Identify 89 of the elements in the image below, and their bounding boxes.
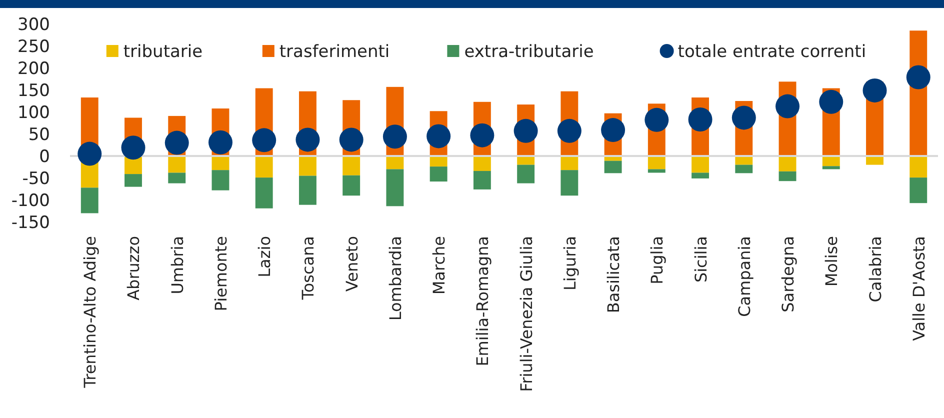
x-tick-label: Abruzzo [124, 236, 144, 300]
x-tick-label: Marche [430, 236, 449, 295]
x-tick-label: Piemonte [211, 236, 230, 312]
point [644, 108, 669, 132]
bar [648, 156, 666, 170]
x-tick-label: Emilia-Romagna [473, 236, 492, 366]
point [557, 118, 582, 143]
x-tick-label: Puglia [648, 236, 667, 284]
point [339, 128, 364, 152]
bar [560, 156, 578, 170]
point [164, 130, 189, 155]
bar [386, 169, 404, 206]
x-tick-label: Valle D'Aosta [909, 236, 928, 341]
bar [342, 156, 360, 176]
bar [517, 164, 535, 184]
bar [255, 178, 273, 208]
y-tick-label: 50 [28, 124, 50, 145]
y-tick-label: 200 [18, 58, 50, 79]
bar [342, 175, 360, 196]
bar [168, 156, 186, 173]
x-tick-label: Toscana [298, 236, 318, 301]
bar [910, 178, 928, 204]
bar [168, 172, 186, 184]
point [776, 94, 800, 118]
x-tick-label: Umbria [168, 236, 187, 294]
point [601, 118, 626, 142]
y-tick-label: -100 [11, 190, 50, 211]
point [732, 106, 756, 130]
bar [866, 156, 884, 165]
x-tick-label: Lombardia [386, 236, 405, 321]
x-tick-label: Sicilia [691, 236, 710, 283]
point [470, 123, 494, 148]
point [426, 124, 451, 148]
point [78, 142, 102, 166]
point [906, 65, 930, 90]
x-tick-label: Calabria [866, 236, 885, 302]
bar [604, 160, 622, 174]
bar [778, 156, 796, 172]
bar [692, 156, 710, 173]
point [819, 90, 844, 114]
bar [124, 174, 142, 187]
bar [778, 171, 796, 182]
y-tick-label: 0 [39, 146, 50, 167]
bar [560, 170, 578, 196]
bar [255, 156, 273, 178]
x-tick-label: Liguria [560, 236, 580, 290]
x-tick-label: Campania [734, 236, 754, 317]
bar [430, 166, 448, 182]
bar [80, 188, 98, 214]
y-tick-label: 100 [18, 102, 50, 123]
point [514, 118, 538, 143]
bar [735, 164, 753, 174]
bar [910, 156, 928, 178]
bar [648, 169, 666, 173]
legend-label: tributarie [123, 42, 203, 62]
x-tick-label: Molise [822, 236, 842, 287]
x-tick-label: Lazio [255, 236, 274, 278]
bar [473, 156, 491, 171]
bar [212, 156, 230, 170]
x-tick-label: Basilicata [604, 236, 624, 314]
bar [430, 156, 448, 167]
legend-label: extra-tributarie [464, 42, 594, 62]
point [296, 128, 320, 152]
x-tick-label: Friuli-Venezia Giulia [516, 236, 536, 392]
x-tick-label: Veneto [342, 236, 362, 292]
point [208, 130, 232, 154]
x-tick-label: Trentino-Alto Adige [80, 236, 100, 389]
point [382, 124, 407, 149]
bar [212, 170, 230, 190]
bar [692, 172, 710, 178]
legend-label: totale entrate correnti [678, 42, 866, 62]
y-tick-label: -150 [11, 212, 50, 233]
y-tick-label: 250 [18, 36, 50, 57]
x-tick-label: Sardegna [778, 236, 798, 312]
bar [822, 166, 840, 170]
y-tick-label: -50 [22, 168, 50, 189]
point [862, 78, 887, 102]
bar [298, 156, 316, 176]
point [688, 107, 712, 132]
bar [386, 156, 404, 170]
bar [473, 170, 491, 190]
bar [735, 156, 753, 165]
y-tick-label: 300 [18, 14, 50, 35]
bar [298, 176, 316, 205]
point [252, 128, 276, 152]
point [121, 136, 146, 160]
legend-label: trasferimenti [279, 42, 390, 62]
bar [517, 156, 535, 165]
y-tick-label: 150 [18, 80, 50, 101]
